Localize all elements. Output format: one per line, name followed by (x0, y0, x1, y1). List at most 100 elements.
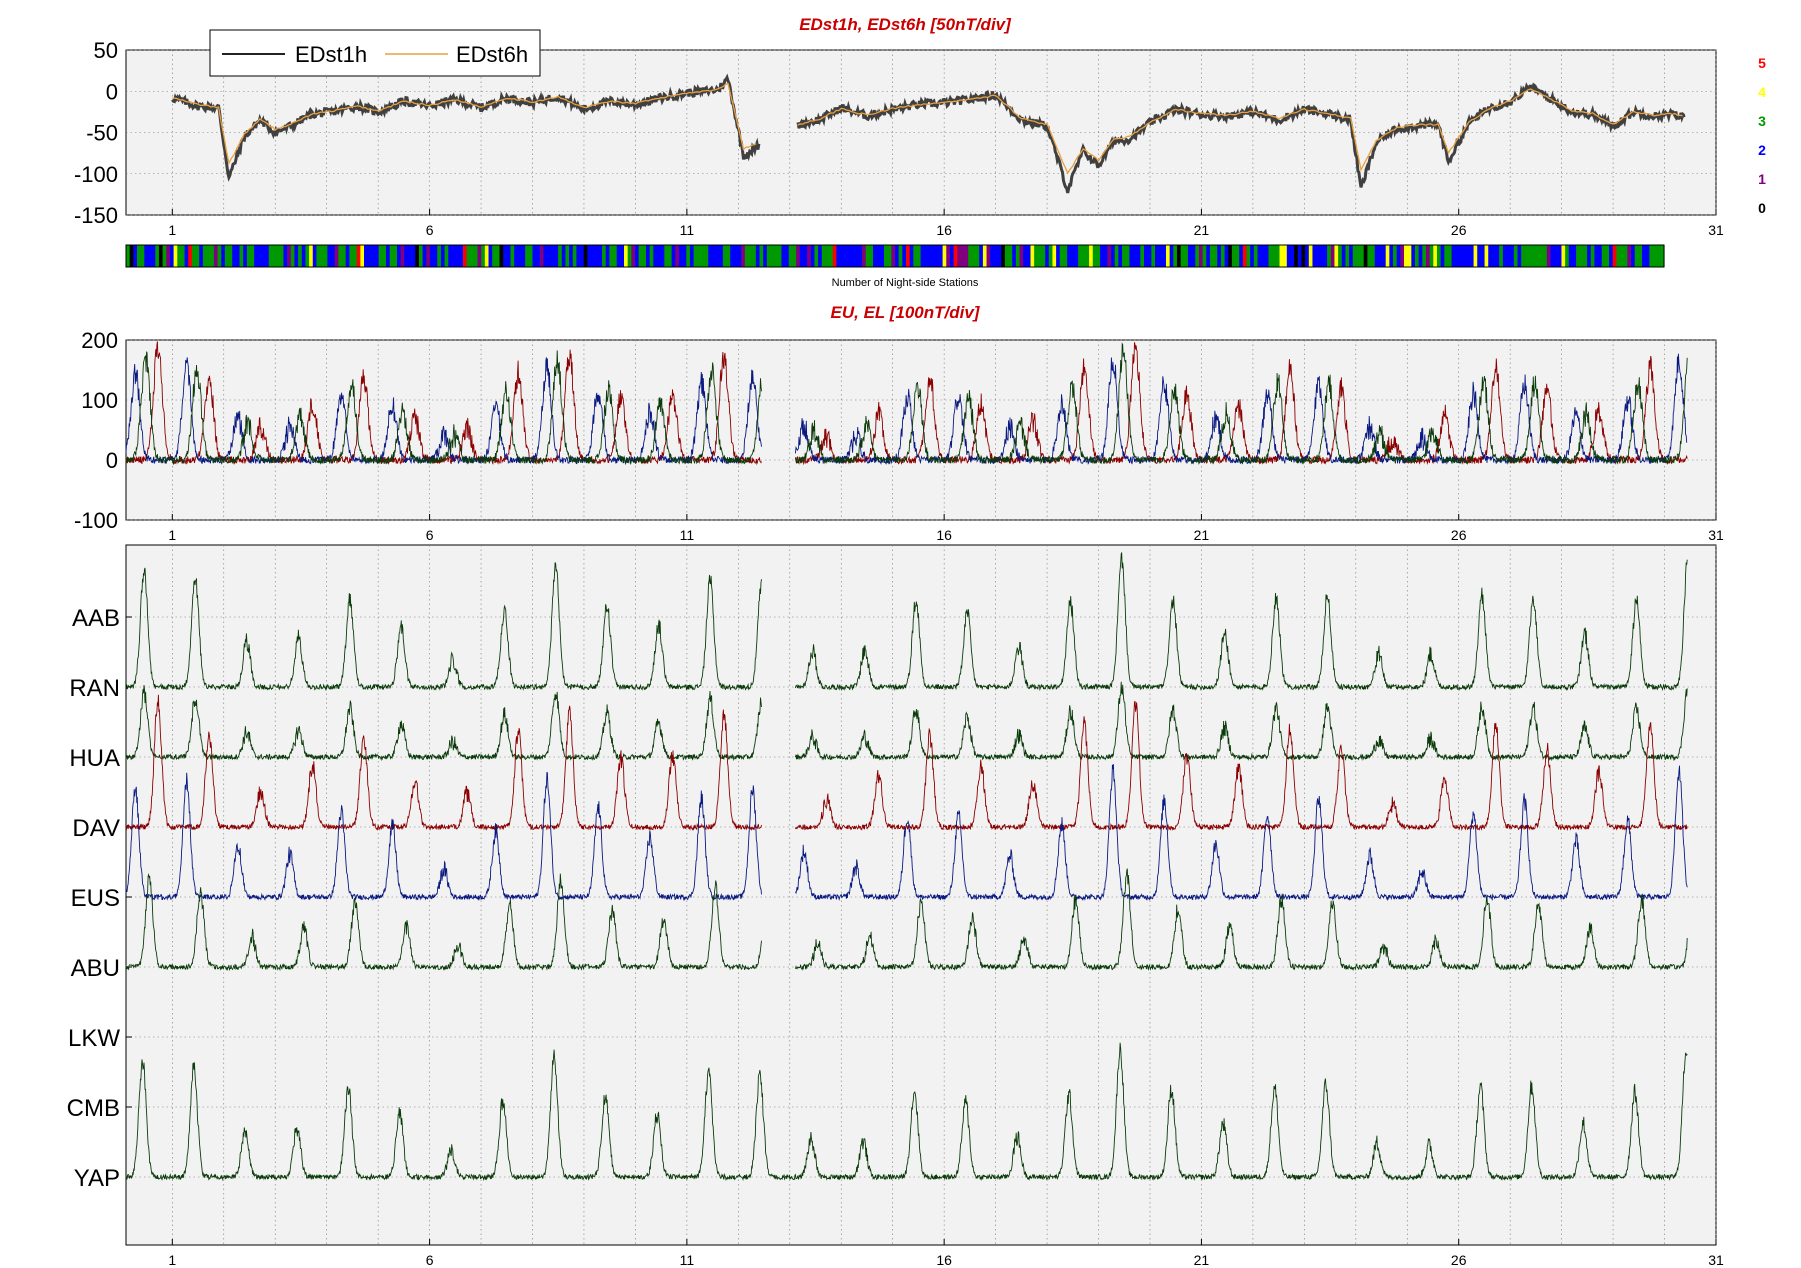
colorbar-cell (180, 245, 186, 267)
colorbar-cell (1451, 245, 1456, 267)
colorbar-cell (1499, 245, 1504, 267)
series-blue (125, 353, 1688, 466)
colorbar-cell (990, 245, 995, 267)
colorbar-cell (448, 245, 453, 267)
colorbar-cell (169, 245, 175, 267)
colorbar-cell (309, 245, 314, 267)
colorbar-cell (1242, 245, 1248, 267)
colorbar-frame (125, 244, 1665, 268)
colorbar-cell (1275, 245, 1281, 267)
x-tick-label: 21 (1194, 222, 1210, 238)
station-count-legend: 5 4 3 2 1 0 (1758, 55, 1766, 216)
colorbar-cell (1638, 245, 1643, 267)
colorbar-cell (1524, 245, 1530, 267)
colorbar-cell (1319, 245, 1325, 267)
colorbar-cell (785, 245, 790, 267)
colorbar-cell (1056, 245, 1061, 267)
colorbar-cell (1261, 245, 1266, 267)
colorbar-cell (1356, 245, 1361, 267)
colorbar-cell (1407, 245, 1412, 267)
colorbar-cell (858, 245, 863, 267)
colorbar-cell (217, 245, 222, 267)
colorbar-cell (1623, 245, 1628, 267)
colorbar-cell (829, 245, 834, 267)
colorbar-cell (1063, 245, 1068, 267)
colorbar-cell (620, 245, 625, 267)
colorbar-cell (1220, 245, 1226, 267)
colorbar-cell (1334, 245, 1339, 267)
colorbar-cell (133, 245, 138, 267)
colorbar-cell (1385, 245, 1390, 267)
colorbar-cell (1429, 245, 1434, 267)
colorbar-cell (744, 245, 750, 267)
colorbar-cell (854, 245, 859, 267)
colorbar-cell (276, 245, 281, 267)
colorbar-cell (1414, 245, 1420, 267)
colorbar-cell (382, 245, 387, 267)
colorbar-cell (884, 245, 889, 267)
colorbar-cell (155, 245, 160, 267)
colorbar-cell (411, 245, 416, 267)
colorbar-cell (415, 245, 420, 267)
colorbar-cell (1616, 245, 1621, 267)
count-level-3: 3 (1758, 113, 1766, 129)
x-tick-label: 21 (1194, 1252, 1210, 1268)
colorbar-cell (1067, 245, 1072, 267)
colorbar-cell (298, 245, 303, 267)
colorbar-cell (821, 245, 827, 267)
colorbar-cell (1363, 245, 1368, 267)
colorbar-cell (916, 245, 922, 267)
colorbar-cell (1543, 245, 1548, 267)
colorbar-cell (418, 245, 424, 267)
colorbar-cell (1308, 245, 1314, 267)
colorbar-cell (246, 245, 252, 267)
colorbar-cell (338, 245, 343, 267)
colorbar-cell (777, 245, 783, 267)
colorbar-cell (514, 245, 519, 267)
colorbar-cell (598, 245, 603, 267)
colorbar-cell (162, 245, 167, 267)
colorbar-cell (1477, 245, 1482, 267)
colorbar-cell (547, 245, 552, 267)
colorbar-cell (873, 245, 878, 267)
colorbar-cell (1653, 245, 1658, 267)
colorbar-cell (1301, 245, 1306, 267)
colorbar-cell (1341, 245, 1347, 267)
colorbar-cell (378, 245, 383, 267)
colorbar-cell (1469, 245, 1475, 267)
colorbar-cell (1129, 245, 1134, 267)
colorbar-cell (1034, 245, 1039, 267)
eu-el-y-ticks: 200 100 0 -100 (74, 328, 118, 533)
count-level-2: 2 (1758, 142, 1766, 158)
colorbar-cell (1122, 245, 1127, 267)
colorbar-cell (199, 245, 204, 267)
colorbar-cell (1026, 245, 1032, 267)
colorbar-cell (210, 245, 215, 267)
colorbar-cell (1239, 245, 1244, 267)
colorbar-cell (1425, 245, 1431, 267)
colorbar-cell (1598, 245, 1603, 267)
colorbar-cell (422, 245, 427, 267)
colorbar-cell (375, 245, 380, 267)
colorbar-cell (1305, 245, 1310, 267)
colorbar-cell (250, 245, 255, 267)
colorbar-cell (755, 245, 761, 267)
colorbar-cell (1037, 245, 1043, 267)
colorbar-cell (1565, 245, 1570, 267)
colorbar-cell (1436, 245, 1442, 267)
colorbar-cell (807, 245, 812, 267)
colorbar-cell (946, 245, 951, 267)
colorbar-cell (360, 245, 365, 267)
colorbar-cell (982, 245, 988, 267)
colorbar-cell (938, 245, 944, 267)
x-tick-label: 31 (1708, 222, 1724, 238)
colorbar-cell (1371, 245, 1376, 267)
colorbar-cell (1433, 245, 1438, 267)
colorbar-cell (711, 245, 717, 267)
station-label-eus: EUS (71, 885, 120, 912)
colorbar-cell (1480, 245, 1486, 267)
colorbar-cells (126, 245, 1665, 267)
station-label-lkw: LKW (68, 1025, 120, 1052)
colorbar-cell (1155, 245, 1160, 267)
colorbar-cell (602, 245, 607, 267)
